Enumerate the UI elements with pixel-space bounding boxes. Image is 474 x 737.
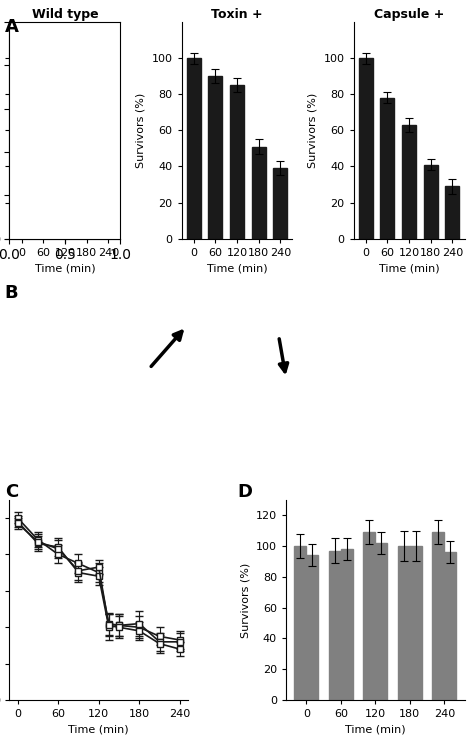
Bar	[432, 532, 444, 700]
Bar	[252, 147, 266, 239]
Bar	[58, 128, 72, 239]
Bar	[398, 546, 410, 700]
Bar	[101, 167, 116, 239]
Bar	[402, 125, 416, 239]
Bar	[187, 58, 201, 239]
Bar	[306, 555, 319, 700]
Text: D: D	[237, 483, 252, 500]
Bar	[446, 186, 459, 239]
Text: A: A	[5, 18, 18, 36]
Y-axis label: Survivors (%): Survivors (%)	[240, 562, 250, 638]
Bar	[328, 551, 341, 700]
Bar	[15, 58, 28, 239]
Text: C: C	[5, 483, 18, 500]
Bar	[36, 98, 50, 239]
Bar	[375, 543, 387, 700]
Bar	[424, 164, 438, 239]
X-axis label: Time (min): Time (min)	[68, 724, 129, 735]
Bar	[363, 532, 375, 700]
X-axis label: Time (min): Time (min)	[379, 263, 439, 273]
Bar	[380, 98, 394, 239]
Bar	[444, 552, 456, 700]
Bar	[341, 549, 353, 700]
X-axis label: Time (min): Time (min)	[345, 724, 406, 735]
Bar	[273, 168, 287, 239]
Bar	[80, 119, 94, 239]
Title: Capsule +: Capsule +	[374, 8, 444, 21]
Bar	[208, 76, 222, 239]
Y-axis label: Survivors (%): Survivors (%)	[308, 93, 318, 168]
Title: Toxin +: Toxin +	[211, 8, 263, 21]
Title: Wild type: Wild type	[32, 8, 98, 21]
Bar	[410, 546, 422, 700]
Bar	[294, 546, 306, 700]
Y-axis label: Survivors (%): Survivors (%)	[136, 93, 146, 168]
Bar	[358, 58, 373, 239]
X-axis label: Time (min): Time (min)	[35, 263, 95, 273]
Text: B: B	[5, 284, 18, 301]
X-axis label: Time (min): Time (min)	[207, 263, 267, 273]
Bar	[230, 85, 244, 239]
